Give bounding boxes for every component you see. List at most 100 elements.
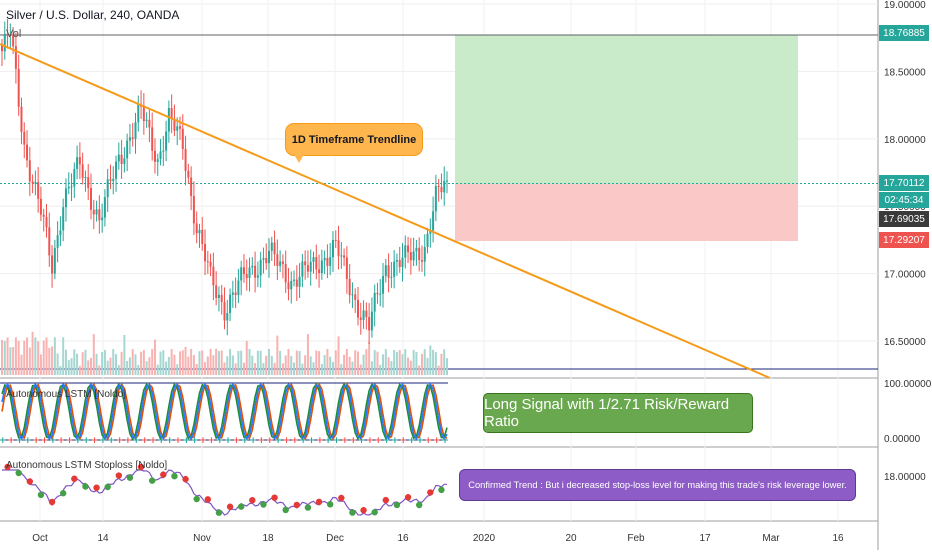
candle-body: [192, 195, 195, 224]
candle-body: [420, 260, 423, 262]
volume-bar: [376, 351, 379, 375]
y-tick-label: 18.50000: [884, 67, 926, 78]
candle-body: [1, 44, 3, 52]
lstm-cross-marker: +: [358, 436, 366, 446]
x-tick-label: 16: [397, 533, 409, 544]
volume-bar: [148, 357, 151, 375]
volume-label: Vol: [6, 28, 22, 40]
candle-body: [446, 180, 448, 182]
price-axis[interactable]: [878, 0, 932, 550]
candle-body: [28, 160, 31, 182]
candle-body: [312, 257, 315, 262]
volume-bar: [101, 352, 104, 375]
volume-bar: [348, 356, 351, 375]
trendline-callout[interactable]: 1D Timeframe Trendline: [285, 123, 423, 156]
lstm-cross-marker: +: [274, 436, 282, 446]
confirmed-trend-note[interactable]: Confirmed Trend : But i decreased stop-l…: [459, 469, 856, 501]
candle-body: [334, 239, 337, 241]
last-price-tag: 17.69035: [879, 211, 929, 227]
lstm-tick-0: 0.00000: [884, 434, 921, 445]
candle-body: [242, 267, 245, 275]
candle-body: [265, 258, 268, 264]
x-tick-label: Oct: [32, 533, 48, 544]
volume-bar: [109, 357, 112, 375]
stoploss-dot: [382, 496, 390, 504]
candle-body: [340, 255, 343, 257]
volume-bar: [78, 365, 81, 375]
stoploss-dot: [304, 504, 312, 511]
volume-bar: [323, 355, 326, 375]
lstm-oscillator: + + + + + + + + + + + + + + + + + + + + + + + + + + + + + + + + + + + + + + + +…: [0, 382, 449, 446]
candle-body: [95, 209, 98, 215]
stoploss-dot: [271, 494, 278, 501]
lstm-cross-marker: +: [291, 436, 299, 446]
candle-body: [98, 209, 101, 221]
x-tick-label: 17: [699, 533, 711, 544]
stoploss-dot: [182, 475, 189, 483]
stoploss-dot: [104, 483, 111, 491]
x-tick-label: 20: [565, 533, 577, 544]
stoploss-dot: [371, 509, 378, 516]
candle-body: [393, 261, 396, 277]
volume-bar: [245, 340, 248, 375]
volume-bar: [251, 355, 254, 375]
candle-body: [73, 168, 76, 187]
candle-body: [407, 245, 410, 253]
volume-bar: [287, 349, 290, 375]
volume-bar: [123, 334, 126, 375]
lstm-cross-marker: +: [266, 436, 274, 446]
profit-zone[interactable]: [455, 35, 798, 184]
lstm-cross-marker: +: [124, 436, 132, 446]
loss-zone[interactable]: [455, 184, 798, 241]
stoploss-line: [2, 469, 447, 516]
candle-body: [306, 265, 309, 272]
candle-body: [184, 149, 187, 171]
candle-body: [148, 119, 151, 128]
lstm-cross-marker: +: [107, 436, 115, 446]
candle-body: [395, 260, 398, 262]
volume-bar: [151, 349, 154, 375]
candle-body: [276, 254, 279, 266]
lstm-cross-marker: +: [441, 436, 449, 446]
stoploss-dot: [215, 509, 223, 516]
volume-bar: [220, 350, 223, 375]
lstm-cross-marker: +: [241, 436, 249, 446]
candle-body: [270, 242, 273, 251]
candle-body: [354, 294, 357, 300]
volume-bar: [137, 364, 140, 375]
volume-bar: [176, 364, 179, 375]
volume-bar: [387, 357, 390, 375]
candle-body: [134, 122, 137, 139]
long-signal-note[interactable]: Long Signal with 1/2.71 Risk/Reward Rati…: [483, 393, 753, 433]
candle-body: [59, 230, 62, 236]
lstm-cross-marker: +: [283, 436, 291, 446]
volume-bar: [42, 340, 45, 375]
candle-body: [326, 258, 329, 266]
lstm-cross-marker: +: [7, 436, 15, 446]
candle-body: [362, 310, 365, 320]
candle-body: [273, 242, 276, 255]
candle-body: [398, 260, 401, 268]
candle-body: [70, 186, 73, 188]
candle-body: [370, 311, 373, 331]
candle-body: [109, 179, 112, 182]
candle-body: [9, 34, 12, 36]
volume-bar: [9, 347, 12, 375]
candle-body: [51, 255, 54, 274]
candle-body: [170, 108, 173, 119]
lstm-tick-100: 100.00000: [884, 379, 932, 390]
volume-bar: [337, 336, 340, 375]
volume-bar: [382, 354, 385, 375]
candle-body: [87, 177, 90, 189]
lstm-cross-marker: +: [41, 436, 49, 446]
volume-bar: [117, 365, 120, 375]
volume-bar: [273, 362, 276, 375]
volume-bar: [45, 337, 48, 375]
volume-bar: [306, 334, 309, 375]
volume-bar: [315, 350, 318, 375]
candle-body: [390, 276, 393, 278]
trendline[interactable]: [0, 43, 771, 379]
volume-bar: [345, 349, 348, 375]
candle-body: [376, 292, 379, 295]
